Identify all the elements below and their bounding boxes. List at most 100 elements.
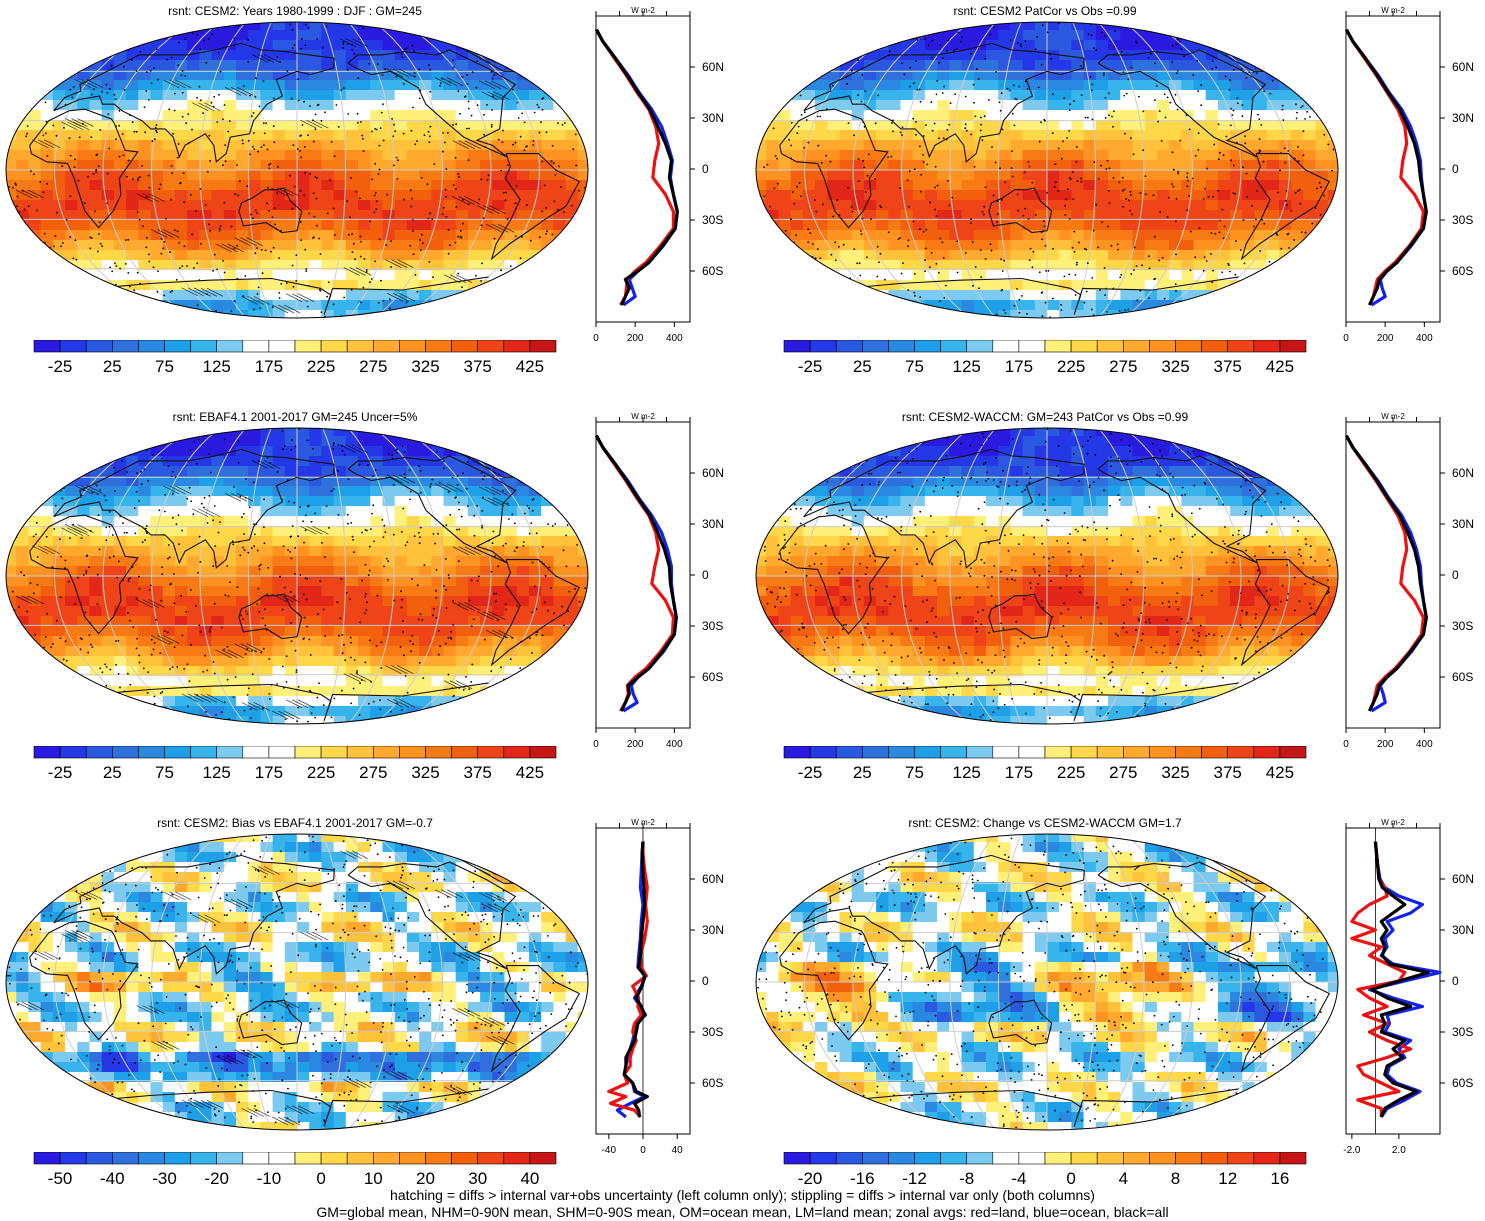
hatch-line	[227, 649, 244, 659]
colorbar-segment	[1201, 340, 1229, 353]
stipple-dot	[271, 216, 274, 219]
stipple-dot	[195, 210, 197, 212]
stipple-dot	[1259, 641, 1262, 643]
stipple-dot	[1123, 971, 1125, 974]
stipple-dot	[285, 1107, 287, 1110]
stipple-dot	[500, 666, 502, 669]
stipple-dot	[1253, 225, 1255, 228]
stipple-dot	[885, 585, 888, 588]
stipple-dot	[260, 651, 263, 654]
zonal-series-land	[594, 434, 675, 712]
stipple-dot	[98, 233, 100, 235]
colorbar-segment	[242, 340, 270, 353]
stipple-dot	[919, 1029, 921, 1032]
stipple-dot	[1068, 217, 1071, 220]
stipple-dot	[519, 957, 521, 960]
stipple-dot	[401, 445, 404, 448]
stipple-dot	[978, 287, 980, 290]
colorbar-label: 375	[1214, 357, 1242, 376]
stipple-dot	[421, 619, 424, 621]
stipple-dot	[72, 257, 75, 260]
stipple-dot	[1060, 903, 1063, 906]
stipple-dot	[397, 159, 399, 162]
stipple-dot	[423, 1086, 425, 1089]
coastline	[779, 108, 889, 229]
stipple-dot	[831, 1045, 833, 1047]
stipple-dot	[803, 1013, 806, 1016]
stipple-dot	[924, 991, 927, 994]
stipple-dot	[108, 891, 111, 893]
stipple-dot	[497, 895, 500, 898]
stipple-dot	[281, 911, 284, 914]
stipple-dot	[1010, 837, 1013, 840]
stipple-dot	[373, 540, 375, 543]
hatch-line	[339, 38, 357, 48]
stipple-dot	[826, 512, 828, 515]
stipple-dot	[358, 993, 361, 996]
stipple-dot	[1030, 874, 1033, 877]
stipple-dot	[828, 268, 830, 271]
stipple-dot	[480, 224, 483, 227]
stipple-dot	[498, 1071, 501, 1074]
stipple-dot	[908, 170, 911, 173]
stipple-dot	[445, 524, 448, 527]
hatch-line	[15, 1001, 32, 1011]
coastline	[29, 920, 139, 1041]
stipple-dot	[1179, 139, 1182, 142]
stipple-dot	[1104, 1025, 1106, 1028]
stipple-dot	[951, 485, 953, 487]
stipple-dot	[806, 997, 808, 999]
hatch-line	[251, 866, 269, 875]
stipple-dot	[902, 950, 905, 953]
map-title: rsnt: CESM2 PatCor vs Obs =0.99	[953, 4, 1137, 18]
stipple-dot	[889, 996, 892, 998]
hatch-line	[452, 546, 469, 556]
stipple-dot	[984, 57, 987, 60]
stipple-dot	[314, 113, 317, 116]
stipple-dot	[108, 556, 111, 559]
stipple-dot	[1256, 190, 1258, 192]
map-title: rsnt: CESM2: Bias vs EBAF4.1 2001-2017 G…	[157, 816, 433, 830]
stipple-dot	[1064, 871, 1067, 874]
stipple-dot	[372, 1022, 375, 1024]
stipple-dot	[507, 164, 509, 167]
stipple-dot	[92, 887, 95, 890]
stipple-dot	[384, 926, 387, 928]
stipple-dot	[1283, 147, 1286, 150]
stipple-dot	[1048, 557, 1050, 560]
stipple-dot	[878, 931, 880, 934]
hatch-line	[241, 702, 258, 711]
stipple-dot	[1244, 135, 1246, 138]
stipple-dot	[930, 562, 933, 565]
stipple-dot	[837, 999, 839, 1002]
stipple-dot	[224, 594, 227, 596]
stipple-dot	[1033, 553, 1035, 556]
stipple-dot	[979, 129, 982, 132]
meridian-line	[247, 428, 272, 724]
stipple-dot	[361, 134, 364, 137]
stipple-dot	[374, 162, 377, 165]
stipple-dot	[921, 575, 924, 578]
stipple-dot	[1264, 500, 1267, 503]
stipple-dot	[954, 93, 956, 95]
stipple-dot	[351, 251, 354, 254]
stipple-dot	[231, 961, 234, 964]
stipple-dot	[90, 643, 92, 646]
stipple-dot	[914, 295, 916, 297]
stipple-dot	[1136, 714, 1139, 717]
stipple-dot	[444, 558, 447, 560]
stipple-dot	[270, 857, 273, 860]
stipple-dot	[242, 546, 245, 549]
stipple-dot	[468, 688, 471, 690]
stipple-dot	[519, 667, 522, 669]
stipple-dot	[69, 154, 72, 157]
stipple-dot	[111, 1061, 114, 1064]
stipple-dot	[351, 43, 353, 46]
stipple-dot	[563, 624, 565, 627]
stipple-dot	[395, 452, 398, 454]
stipple-dot	[1130, 194, 1132, 197]
stipple-dot	[1042, 503, 1045, 506]
stipple-dot	[255, 650, 257, 653]
stipple-dot	[291, 264, 294, 267]
stipple-dot	[1074, 977, 1077, 980]
